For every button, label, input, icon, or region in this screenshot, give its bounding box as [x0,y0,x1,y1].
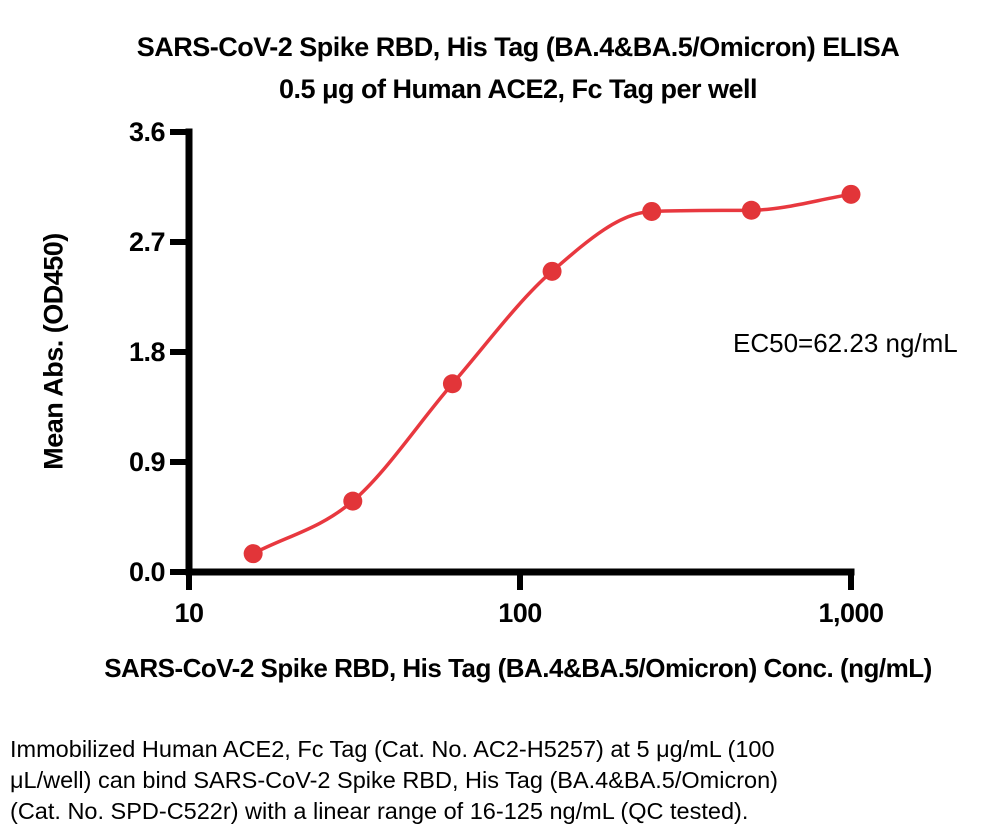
y-axis-title: Mean Abs. (OD450) [38,233,69,470]
caption-line: (Cat. No. SPD-C522r) with a linear range… [10,798,749,824]
ec50-annotation: EC50=62.23 ng/mL [733,328,958,358]
y-tick-label: 0.9 [129,447,166,477]
data-point [642,201,662,221]
y-tick-label: 2.7 [129,227,165,257]
y-tick-label: 0.0 [129,557,165,587]
fit-curve [252,192,852,556]
data-point [343,491,363,511]
x-tick-label: 10 [174,598,203,628]
caption-line: Immobilized Human ACE2, Fc Tag (Cat. No.… [10,736,775,762]
chart-title: SARS-CoV-2 Spike RBD, His Tag (BA.4&BA.5… [136,32,900,62]
x-tick-label: 100 [498,598,542,628]
data-point [841,184,861,204]
data-point [741,200,761,220]
data-point [243,544,263,564]
x-axis-title: SARS-CoV-2 Spike RBD, His Tag (BA.4&BA.5… [104,653,932,683]
data-point [542,261,562,281]
data-point [442,374,462,394]
y-tick-label: 1.8 [129,337,166,367]
figure-caption: Immobilized Human ACE2, Fc Tag (Cat. No.… [10,734,990,827]
chart-subtitle: 0.5 μg of Human ACE2, Fc Tag per well [278,74,758,104]
x-tick-label: 1,000 [818,598,883,628]
y-tick-label: 3.6 [129,117,166,147]
caption-line: μL/well) can bind SARS-CoV-2 Spike RBD, … [10,767,779,793]
